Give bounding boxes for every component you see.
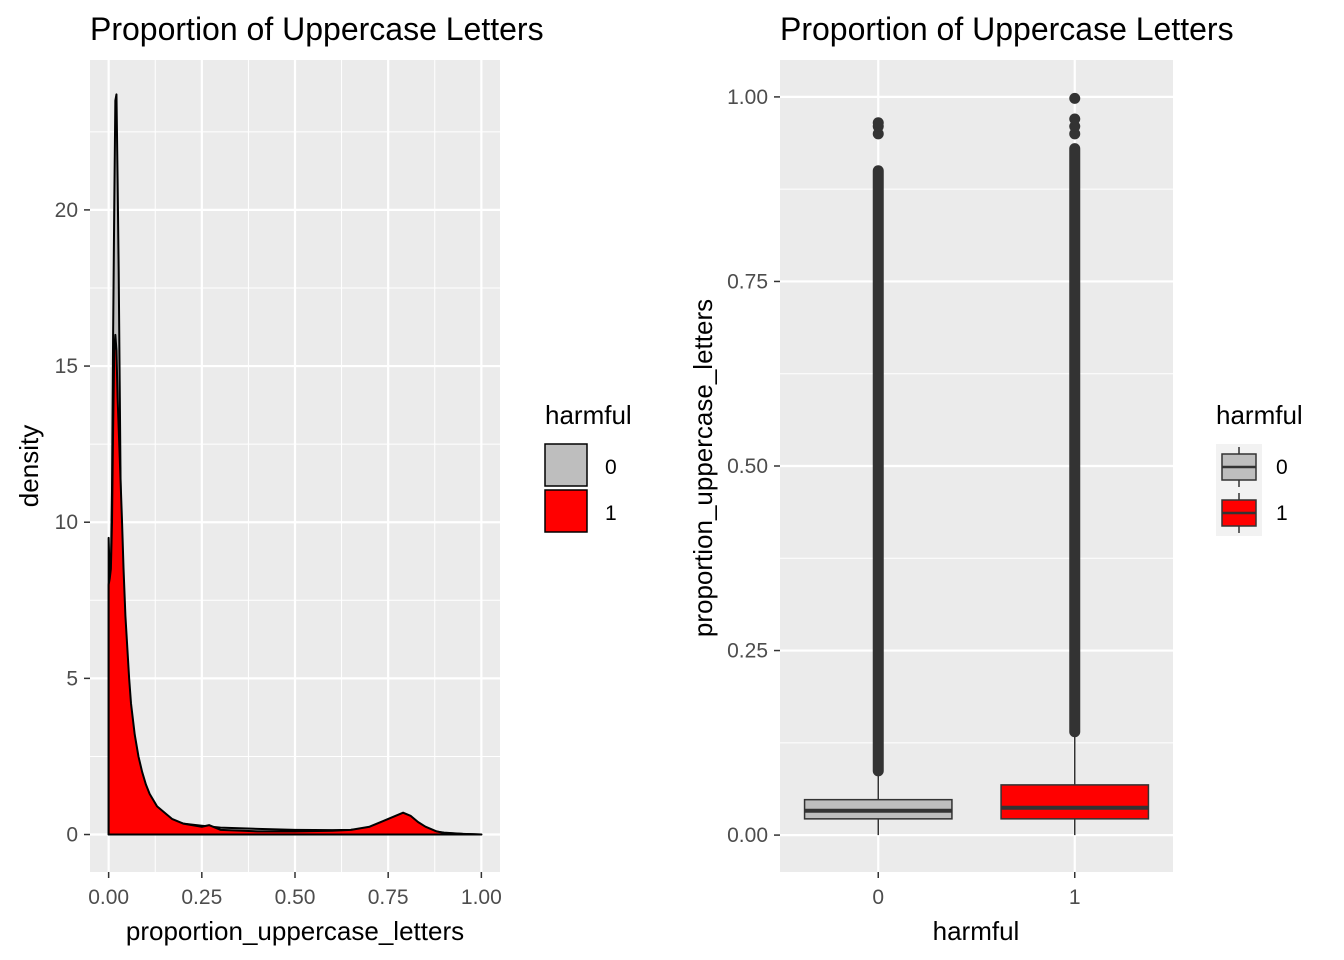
density-legend-title: harmful	[545, 400, 632, 430]
boxplot-legend-title: harmful	[1216, 400, 1303, 430]
boxplot-legend: harmful 0 1	[1216, 400, 1303, 536]
density-y-tick-label: 10	[55, 511, 78, 534]
boxplot-group-0	[803, 117, 953, 836]
boxplot-y-tick-label: 1.00	[727, 86, 768, 109]
density-y-tick-label: 15	[55, 355, 78, 378]
density-x-tick-label: 1.00	[461, 886, 502, 909]
density-gridlines	[90, 60, 500, 872]
boxplot-y-ticks: 0.00 0.25 0.50 0.75 1.00	[727, 86, 780, 847]
density-area-1	[107, 333, 483, 836]
boxplot-legend-label-0: 0	[1276, 456, 1288, 479]
boxplot-legend-key-0	[1221, 447, 1257, 487]
boxplot-x-axis-title: harmful	[933, 916, 1020, 946]
boxplot-chart-title: Proportion of Uppercase Letters	[780, 11, 1234, 47]
density-x-axis-title: proportion_uppercase_letters	[126, 916, 464, 946]
density-legend-label-0: 0	[605, 456, 617, 479]
boxplot-panel: Proportion of Uppercase Letters 0.00 0.25…	[688, 11, 1303, 946]
density-y-axis-title: density	[14, 425, 44, 507]
boxplot-box-1	[1000, 784, 1150, 820]
boxplot-y-tick-label: 0.75	[727, 270, 768, 293]
density-x-tick-label: 0.25	[181, 886, 222, 909]
density-legend-key-0	[544, 443, 588, 487]
density-y-tick-label: 5	[66, 667, 78, 690]
boxplot-outlier-point-1	[1069, 113, 1081, 125]
density-legend: harmful 0 1	[544, 400, 632, 533]
density-legend-label-1: 1	[605, 502, 617, 525]
density-areas	[107, 93, 483, 836]
boxplot-y-tick-label: 0.50	[727, 455, 768, 478]
density-x-tick-label: 0.00	[88, 886, 129, 909]
density-x-ticks: 0.00 0.25 0.50 0.75 1.00	[88, 872, 502, 909]
density-y-ticks: 0 5 10 15 20	[55, 199, 90, 847]
density-legend-key-1	[544, 489, 588, 533]
boxplot-x-tick-label: 0	[872, 886, 884, 909]
density-y-tick-label: 20	[55, 199, 78, 222]
boxplot-legend-label-1: 1	[1276, 502, 1288, 525]
boxplot-y-tick-label: 0.25	[727, 640, 768, 663]
boxplot-legend-key-1	[1221, 493, 1257, 533]
density-x-tick-label: 0.75	[368, 886, 409, 909]
boxplot-y-axis-title: proportion_uppercase_letters	[688, 299, 718, 637]
density-y-tick-label: 0	[66, 824, 78, 847]
boxplot-outlier-point-0	[872, 117, 884, 129]
density-x-tick-label: 0.50	[275, 886, 316, 909]
boxplot-boxes	[803, 92, 1150, 836]
boxplot-outlier-point-1	[1069, 92, 1081, 104]
density-panel: Proportion of Uppercase Letters 05101520…	[14, 11, 632, 946]
boxplot-y-tick-label: 0.00	[727, 824, 768, 847]
boxplot-x-tick-label: 1	[1069, 886, 1081, 909]
density-chart-title: Proportion of Uppercase Letters	[90, 11, 544, 47]
boxplot-group-1	[1000, 92, 1150, 836]
